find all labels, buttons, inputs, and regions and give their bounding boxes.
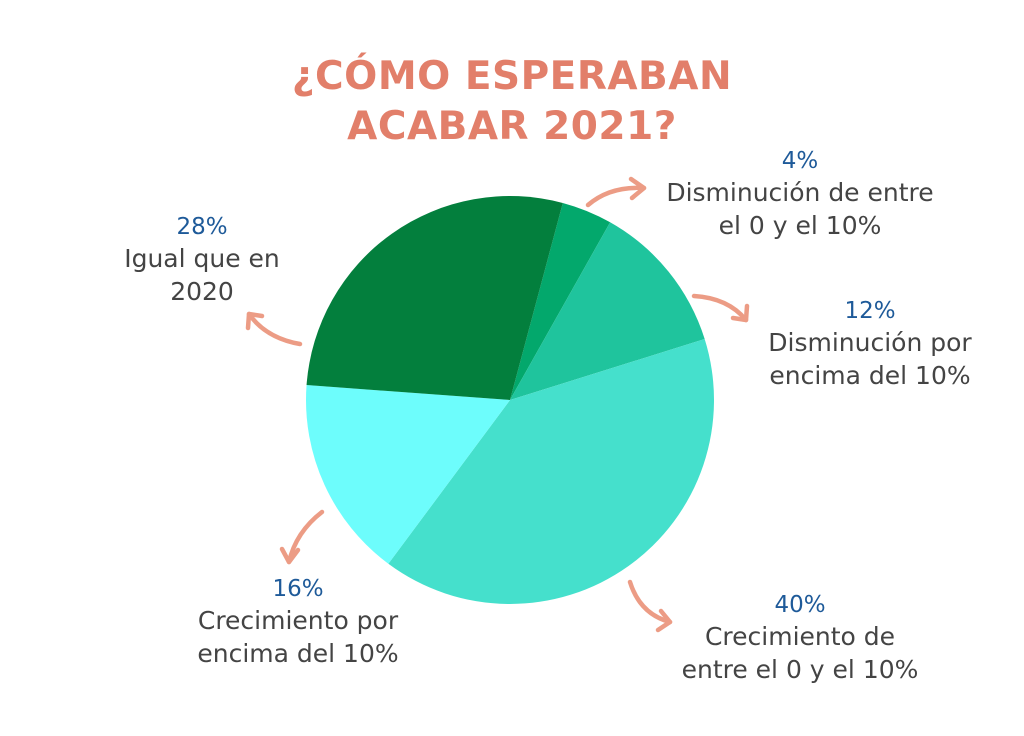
slice-percent: 28% [176,214,228,240]
slice-percent: 4% [781,148,819,174]
slice-label-3: 40% Crecimiento de entre el 0 y el 10% [660,590,940,686]
slice-description-line: 2020 [170,277,234,306]
pie-slice-2 [510,222,705,400]
chart-title: ¿CÓMO ESPERABAN ACABAR 2021? [0,52,1024,152]
label-arrows [245,176,750,633]
slice-percent: 40% [774,592,826,618]
slice-description-line: el 0 y el 10% [718,211,882,240]
slice-percent: 12% [844,298,896,324]
slice-description-line: Crecimiento de [704,622,896,651]
arrow-slice-4 [279,509,325,565]
slice-label-1: 4% Disminución de entre el 0 y el 10% [650,146,950,242]
arrow-slice-2 [691,293,750,323]
slice-description-line: Crecimiento por [197,606,399,635]
slice-description-line: entre el 0 y el 10% [681,655,919,684]
slice-description-line: encima del 10% [197,639,399,668]
pie-slice-5 [306,195,563,400]
slice-label-2: 12% Disminución por encima del 10% [745,296,995,392]
slice-percent: 16% [272,576,324,602]
chart-title-line-2: ACABAR 2021? [347,104,677,149]
slice-description-line: Igual que en [124,244,280,273]
chart-title-line-1: ¿CÓMO ESPERABAN [291,54,733,99]
slice-label-5: 28% Igual que en 2020 [92,212,312,308]
slice-description-line: Disminución por [768,328,972,357]
arrow-slice-5 [245,311,303,347]
pie-slice-4 [306,385,510,564]
slice-description-line: Disminución de entre [666,178,934,207]
pie-slice-1 [510,202,611,400]
pie-slices [306,195,715,604]
arrow-slice-1 [585,176,647,208]
slice-description-line: encima del 10% [769,361,971,390]
arrow-slice-3 [627,579,673,633]
pie-slice-3 [388,339,715,604]
slice-label-4: 16% Crecimiento por encima del 10% [178,574,418,670]
